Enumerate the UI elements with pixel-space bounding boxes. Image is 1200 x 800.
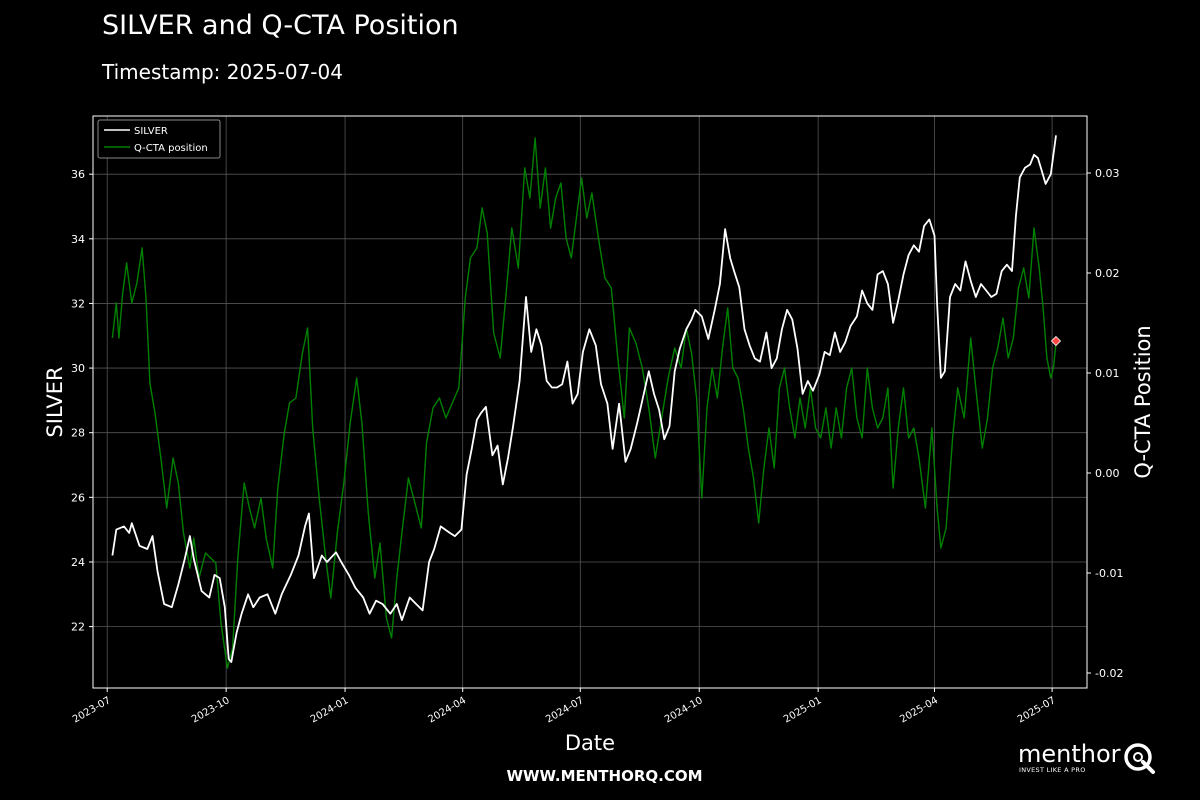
x-tick-label: 2024-04 — [426, 695, 468, 725]
legend: SILVER Q-CTA position — [97, 119, 221, 159]
y-left-tick-label: 36 — [71, 168, 85, 181]
x-tick-label: 2024-07 — [544, 695, 586, 725]
y-right-tick-label: -0.02 — [1095, 667, 1123, 680]
x-tick-label: 2025-01 — [782, 695, 824, 725]
x-tick-label: 2023-10 — [190, 695, 232, 725]
y-left-tick-label: 22 — [71, 621, 85, 634]
latest-position-marker — [1050, 335, 1062, 347]
logo-tagline: INVEST LIKE A PRO — [1019, 766, 1086, 774]
brand-logo: menthor INVEST LIKE A PRO — [1018, 740, 1158, 780]
x-tick-label: 2025-07 — [1016, 695, 1058, 725]
chart-subtitle: Timestamp: 2025-07-04 — [102, 60, 343, 84]
y-right-tick-label: 0.03 — [1095, 167, 1120, 180]
y-right-tick-label: 0.02 — [1095, 267, 1120, 280]
plot-frame — [92, 115, 1088, 689]
y-left-tick-label: 30 — [71, 362, 85, 375]
cta-position-line — [111, 137, 1057, 669]
logo-q-icon — [1124, 743, 1155, 774]
series-lines — [111, 135, 1062, 669]
legend-silver-label: SILVER — [134, 126, 168, 137]
footer-url: WWW.MENTHORQ.COM — [506, 767, 703, 785]
y-axis-left-label: SILVER — [43, 366, 67, 437]
silver-line — [111, 135, 1057, 663]
x-tick-label: 2024-01 — [309, 695, 351, 725]
legend-cta-label: Q-CTA position — [134, 143, 208, 154]
chart-title: SILVER and Q-CTA Position — [102, 10, 459, 41]
y-left-tick-label: 24 — [71, 556, 85, 569]
y-left-tick-label: 26 — [71, 491, 85, 504]
x-tick-label: 2023-07 — [71, 695, 113, 725]
y-left-tick-label: 32 — [71, 297, 85, 310]
x-tick-label: 2025-04 — [898, 695, 940, 725]
x-tick-label: 2024-10 — [663, 695, 705, 725]
axis-ticks: 2023-07 2023-10 2024-01 2024-04 2024-07 2024-… — [71, 167, 1123, 725]
x-axis-label: Date — [565, 731, 615, 755]
logo-wordmark: menthor — [1018, 740, 1121, 768]
y-left-tick-label: 34 — [71, 233, 85, 246]
y-axis-right-label: Q-CTA Position — [1131, 325, 1155, 478]
y-right-tick-label: 0.01 — [1095, 367, 1120, 380]
y-left-tick-label: 28 — [71, 427, 85, 440]
y-right-tick-label: -0.01 — [1095, 567, 1123, 580]
y-right-tick-label: 0.00 — [1095, 467, 1120, 480]
